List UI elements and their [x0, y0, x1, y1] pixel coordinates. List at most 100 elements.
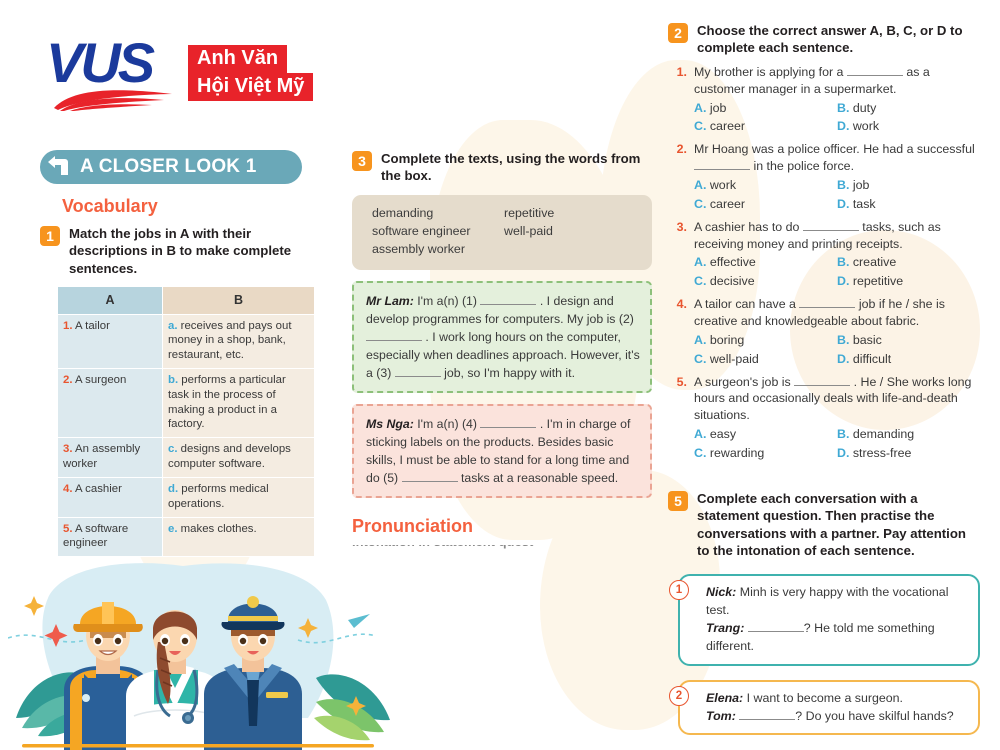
task-3-heading: 3 Complete the texts, using the words fr… [352, 150, 652, 185]
option-d[interactable]: D. task [837, 196, 980, 213]
table-cell-desc: c. designs and develops computer softwar… [162, 437, 315, 478]
logo-line2: Hội Việt Mỹ [188, 73, 314, 101]
option-d[interactable]: D. difficult [837, 351, 980, 368]
option-text: career [709, 119, 745, 134]
option-c[interactable]: C. career [694, 118, 837, 135]
option-a[interactable]: A. job [694, 100, 837, 117]
line-text: ? Do you have skilful hands? [795, 708, 954, 723]
option-row: A. easy B. demanding [694, 426, 980, 443]
option-text: basic [852, 332, 882, 347]
matching-table: A B 1. A tailor a. receives and pays out… [57, 286, 315, 558]
option-text: job [852, 178, 870, 192]
answer-blank[interactable] [802, 229, 859, 231]
option-b[interactable]: B. demanding [837, 426, 980, 443]
text-part: . I'm in charge of sticking labels on th… [366, 417, 631, 486]
task-5-number: 5 [668, 490, 688, 511]
conversation-1: 1 Nick: Minh is very happy with the voca… [669, 573, 980, 666]
answer-blank[interactable] [794, 384, 851, 386]
option-c[interactable]: C. well-paid [694, 351, 837, 368]
line-text: Minh is very happy with the vocational t… [706, 584, 949, 617]
option-letter: D. [837, 446, 850, 461]
row-number: 3. [63, 443, 73, 456]
text-part: job, so I'm happy with it. [444, 366, 575, 381]
question-number: 5. [676, 374, 687, 389]
option-text: creative [852, 255, 897, 270]
speaker-name: Ms Nga: [366, 417, 414, 432]
table-row: 4. A cashier d. performs medical operati… [57, 476, 315, 518]
option-text: well-paid [709, 351, 759, 366]
option-row: C. well-paid D. difficult [694, 351, 980, 368]
option-letter: D. [837, 274, 850, 289]
option-b[interactable]: B. creative [837, 254, 980, 271]
option-letter: D. [837, 196, 850, 211]
table-row: 1. A tailor a. receives and pays out mon… [57, 313, 315, 370]
option-text: effective [709, 255, 756, 270]
pronunciation-heading: Pronunciation [352, 516, 473, 537]
stem-after: in the police force. [753, 159, 855, 174]
gap-fill-text-mr-lam[interactable]: Mr Lam: I'm a(n) (1) . I design and deve… [352, 280, 652, 394]
answer-blank[interactable] [739, 718, 796, 720]
line-text: ? He told me something different. [706, 620, 935, 653]
line-text: I want to become a surgeon. [746, 690, 903, 705]
answer-blank-4[interactable] [480, 427, 537, 429]
gap-fill-text-ms-nga[interactable]: Ms Nga: I'm a(n) (4) . I'm in charge of … [352, 404, 652, 499]
workers-illustration [8, 563, 390, 750]
table-cell-desc: b. performs a particular task in the pro… [162, 367, 315, 439]
option-row: A. job B. duty [694, 100, 980, 117]
option-letter: D. [837, 119, 850, 134]
stem-before: Mr Hoang was a police officer. He had a … [694, 142, 975, 157]
answer-blank-5[interactable] [401, 481, 458, 483]
text-part: . I work long hours on the computer, esp… [366, 329, 640, 381]
option-b[interactable]: B. duty [837, 100, 980, 117]
option-a[interactable]: A. easy [694, 426, 837, 443]
answer-blank-2[interactable] [366, 339, 422, 341]
option-text: rewarding [709, 446, 765, 461]
option-a[interactable]: A. effective [694, 254, 837, 271]
task-1-number: 1 [40, 226, 60, 246]
doctor-figure [126, 610, 224, 750]
option-a[interactable]: A. boring [694, 332, 837, 349]
watermark-blob [790, 230, 980, 430]
word-box-col-right: repetitive well-paid [504, 205, 636, 259]
option-letter: A. [694, 332, 707, 347]
task-2-heading: 2 Choose the correct answer A, B, C, or … [668, 22, 980, 57]
job-desc: performs a particular task in the proces… [168, 374, 286, 431]
option-row: C. decisive D. repetitive [694, 273, 980, 290]
table-row: 3. An assembly worker c. designs and dev… [57, 437, 315, 478]
answer-blank[interactable] [846, 74, 903, 76]
vocabulary-heading: Vocabulary [62, 196, 158, 216]
conversation-2: 2 Elena: I want to become a surgeon. Tom… [669, 679, 980, 736]
stem-before: My brother is applying for a [694, 64, 844, 79]
answer-blank[interactable] [799, 307, 856, 309]
option-c[interactable]: C. rewarding [694, 445, 837, 462]
conversation-box[interactable]: Nick: Minh is very happy with the vocati… [678, 573, 980, 666]
option-c[interactable]: C. decisive [694, 273, 837, 290]
word-box: demanding software engineer assembly wor… [352, 194, 652, 270]
answer-blank-1[interactable] [480, 303, 537, 305]
row-letter: d. [168, 482, 179, 495]
question-body: A surgeon's job is . He / She works long… [694, 374, 980, 462]
option-c[interactable]: C. career [694, 196, 837, 213]
task-1-instruction: Match the jobs in A with their descripti… [69, 226, 292, 276]
question-body: My brother is applying for a as a custom… [694, 64, 980, 135]
conversation-box[interactable]: Elena: I want to become a surgeon. Tom: … [678, 679, 980, 736]
word-item: software engineer [372, 223, 471, 238]
job-name: A software engineer [63, 522, 129, 550]
option-a[interactable]: A. work [694, 177, 837, 194]
row-number: 5. [63, 522, 73, 535]
option-row: A. boring B. basic [694, 332, 980, 349]
logo-swoosh-icon [54, 90, 172, 111]
option-d[interactable]: D. stress-free [837, 445, 980, 462]
option-d[interactable]: D. repetitive [837, 273, 980, 290]
job-name: A cashier [75, 482, 122, 495]
option-d[interactable]: D. work [837, 118, 980, 135]
stem-after: as a customer manager in a supermarket. [694, 64, 930, 96]
answer-blank[interactable] [747, 630, 804, 632]
option-b[interactable]: B. job [837, 177, 980, 194]
answer-blank-3[interactable] [394, 376, 441, 378]
option-b[interactable]: B. basic [837, 332, 980, 349]
leaf-decor-right [314, 674, 390, 741]
option-letter: B. [837, 332, 850, 347]
answer-blank[interactable] [694, 169, 750, 171]
table-cell-job: 5. A software engineer [57, 516, 163, 558]
